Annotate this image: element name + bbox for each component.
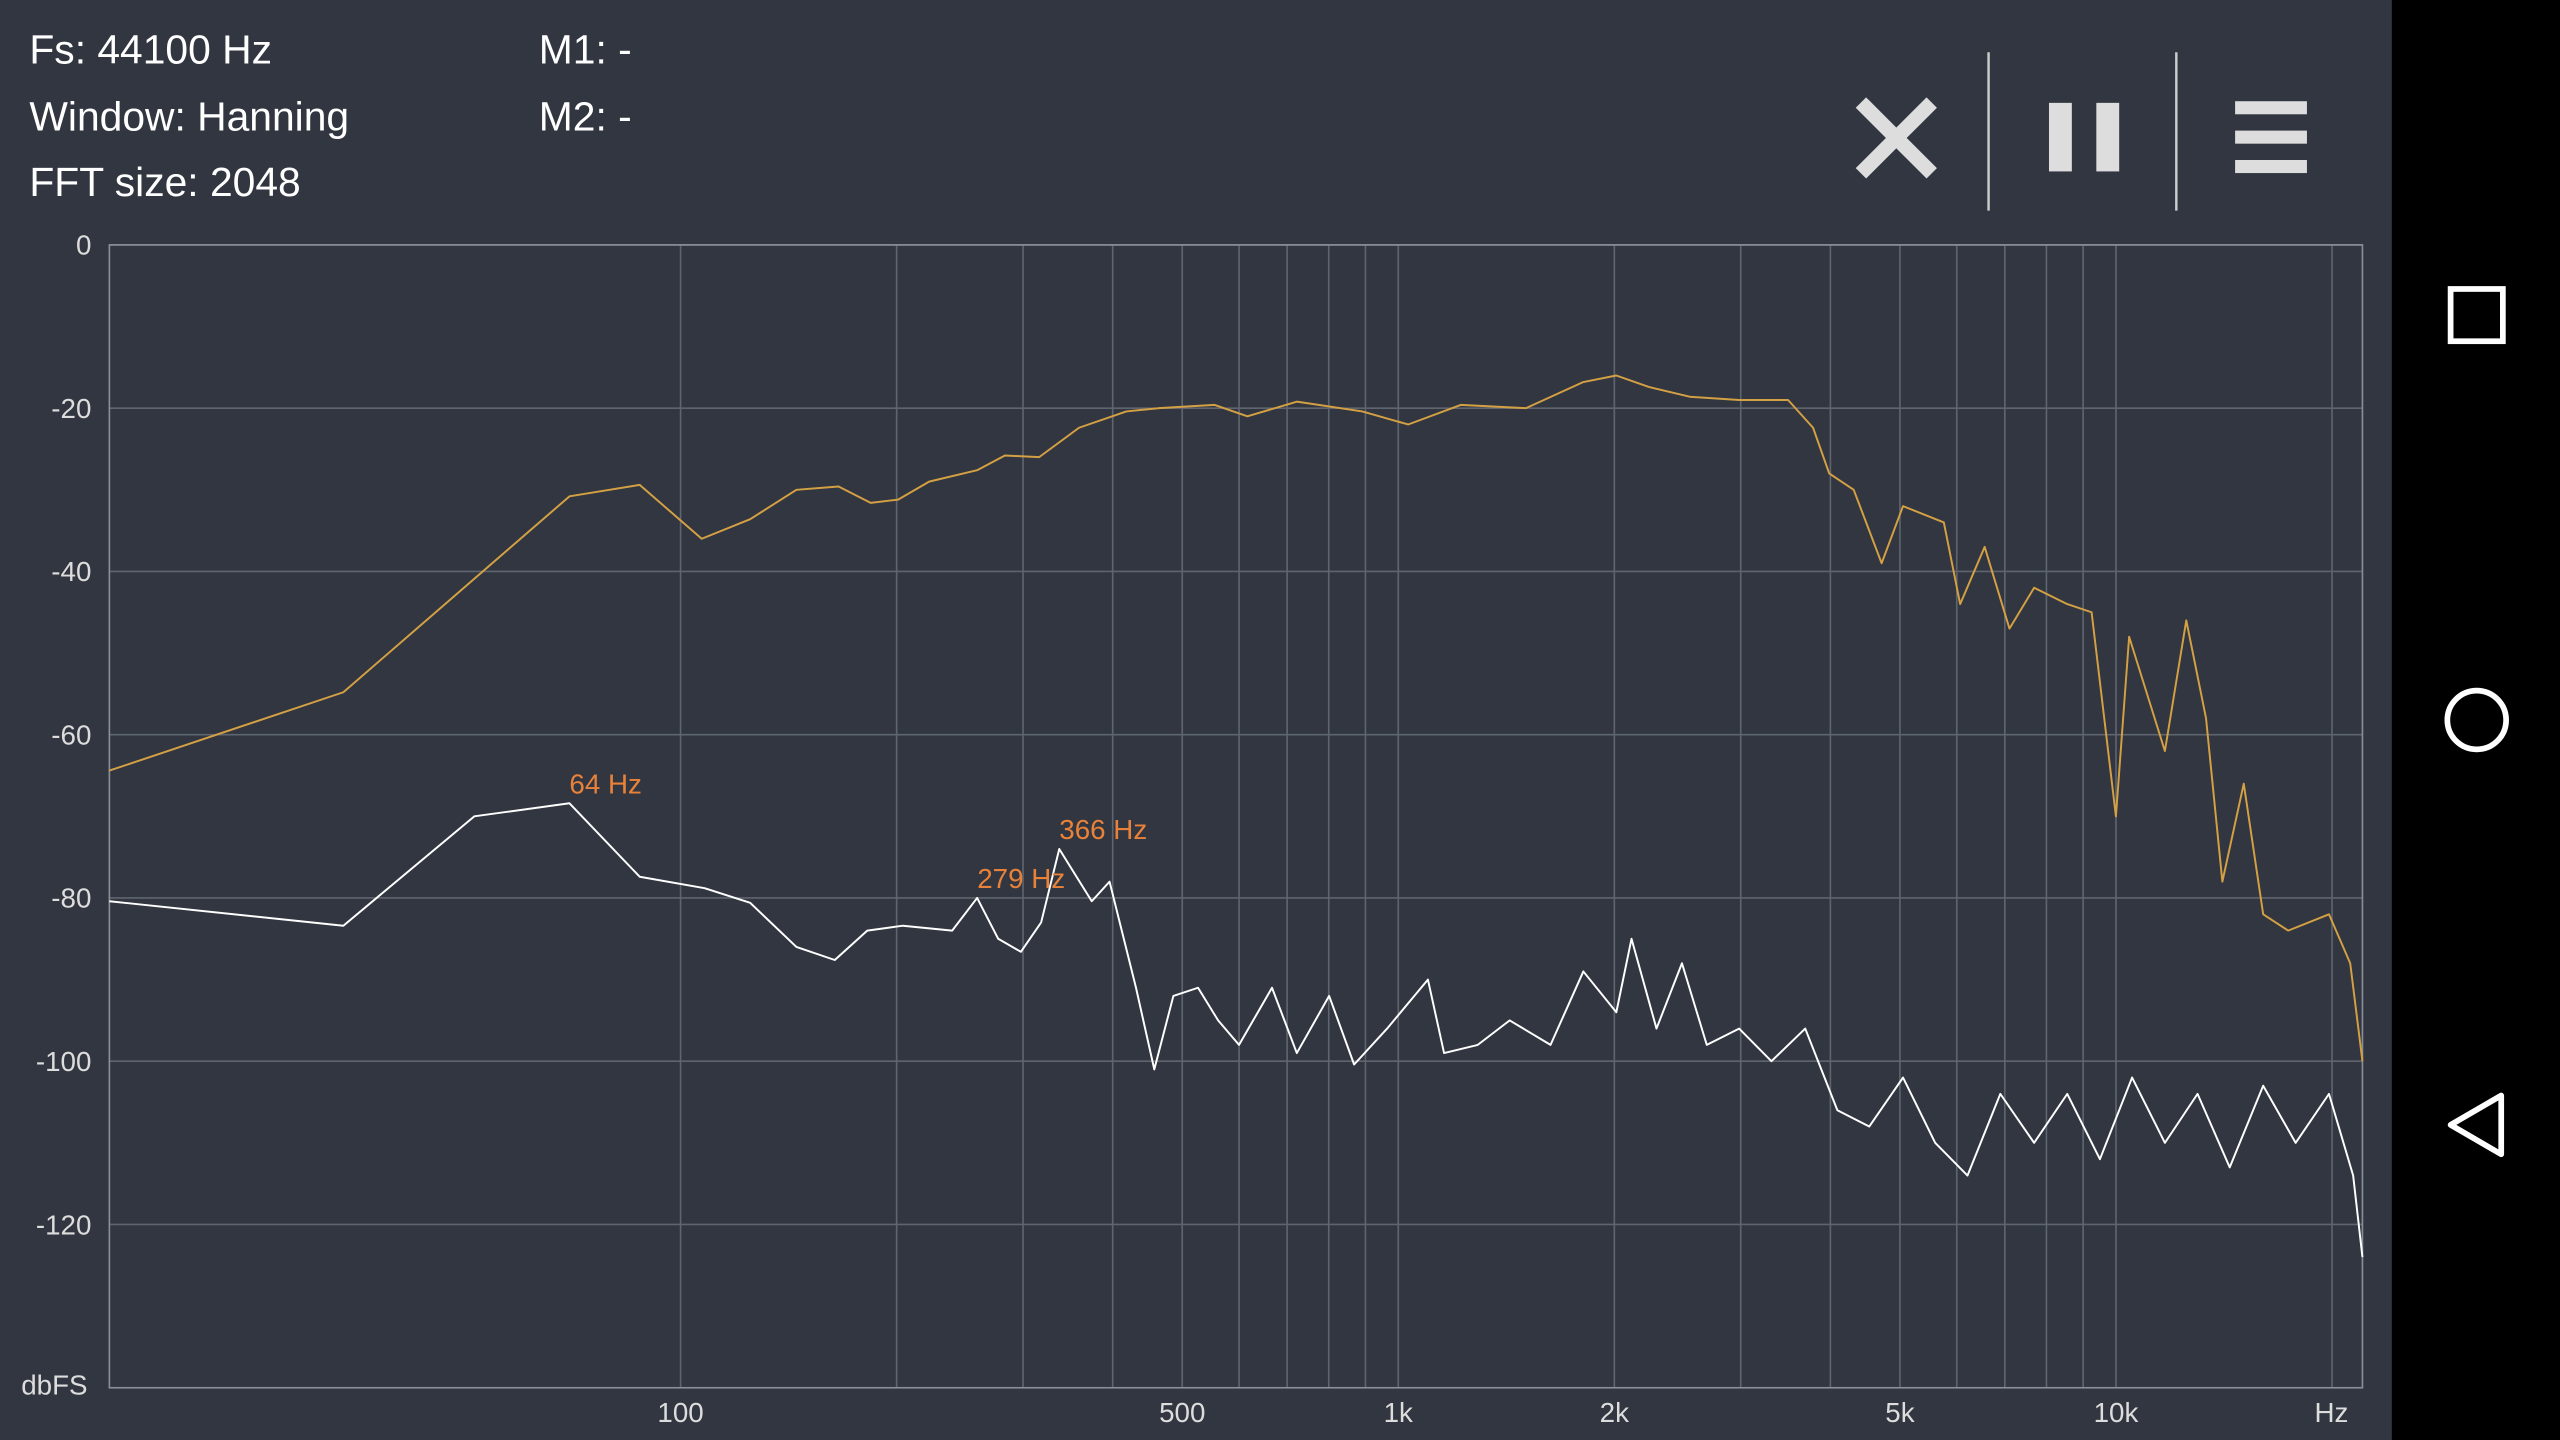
y-tick-label: -100 xyxy=(36,1046,92,1077)
peak-label: 366 Hz xyxy=(1059,814,1147,845)
nav-bar xyxy=(2391,0,2560,1440)
close-button[interactable] xyxy=(1855,97,1937,179)
y-tick-label: -60 xyxy=(51,719,91,750)
x-tick-label: 500 xyxy=(1159,1397,1205,1428)
x-tick-label: 2k xyxy=(1600,1397,1629,1428)
recents-button[interactable] xyxy=(2447,286,2506,345)
x-axis-label: Hz xyxy=(2314,1397,2348,1428)
spectrum-line xyxy=(109,802,2364,1258)
y-tick-label: -20 xyxy=(51,393,91,424)
y-tick-label: -120 xyxy=(36,1209,92,1240)
fs-label: Fs: 44100 Hz xyxy=(29,27,272,73)
x-tick-label: 100 xyxy=(657,1397,703,1428)
window-label: Window: Hanning xyxy=(29,94,349,140)
fft-label: FFT size: 2048 xyxy=(29,159,300,205)
background xyxy=(0,0,2392,1440)
y-tick-label: -80 xyxy=(51,883,91,914)
x-tick-label: 5k xyxy=(1885,1397,1914,1428)
peak-label: 279 Hz xyxy=(977,863,1065,894)
menu-button[interactable] xyxy=(2235,101,2307,174)
pause-button[interactable] xyxy=(2048,102,2120,172)
y-axis-label: dbFS xyxy=(21,1369,87,1400)
plot: 0 -20 -40 -60 -80 -100 -120 100 500 1k 2k 5k 10k dbFS… xyxy=(21,230,2364,1428)
m2-label: M2: - xyxy=(539,94,632,140)
back-button[interactable] xyxy=(2447,1092,2505,1158)
y-tick-label: -40 xyxy=(51,556,91,587)
home-button[interactable] xyxy=(2444,687,2509,753)
x-tick-label: 10k xyxy=(2094,1397,2139,1428)
x-tick-label: 1k xyxy=(1384,1397,1413,1428)
m1-label: M1: - xyxy=(539,27,632,73)
spectrum-line xyxy=(109,374,2364,1062)
plot-frame xyxy=(108,244,2364,1389)
peak-label: 64 Hz xyxy=(569,768,642,799)
y-tick-label: 0 xyxy=(76,230,91,261)
